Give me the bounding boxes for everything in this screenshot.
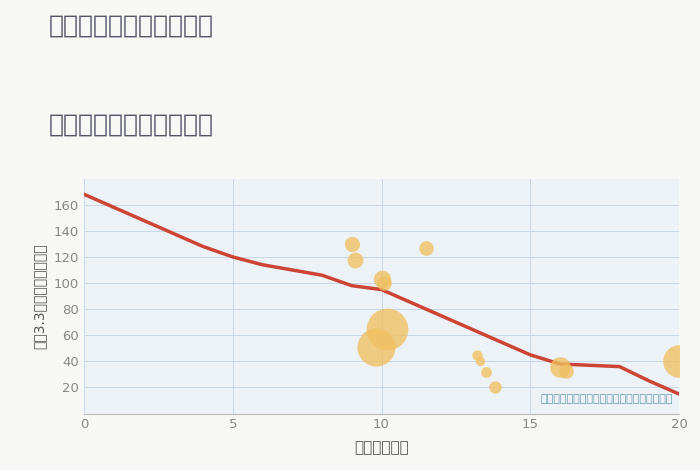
Point (376, 275, 387, 283)
Point (346, 240, 357, 248)
Point (382, 325, 393, 332)
Text: 円の大きさは、取引のあった物件面積を示す: 円の大きさは、取引のあった物件面積を示す (540, 394, 673, 404)
Point (489, 384, 500, 391)
X-axis label: 駅距離（分）: 駅距離（分） (354, 440, 409, 455)
Point (554, 363, 566, 370)
Text: 駅距離別中古戸建て価格: 駅距離別中古戸建て価格 (49, 113, 214, 137)
Point (673, 358, 685, 365)
Point (480, 368, 491, 376)
Text: 奈良県生駒市軽井沢町の: 奈良県生駒市軽井沢町の (49, 14, 214, 38)
Point (370, 343, 381, 351)
Point (561, 367, 572, 374)
Point (379, 279, 390, 287)
Point (349, 256, 360, 263)
Point (421, 244, 432, 251)
Y-axis label: 坪（3.3㎡）単価（万円）: 坪（3.3㎡）単価（万円） (33, 243, 47, 349)
Point (471, 351, 482, 359)
Point (474, 358, 485, 365)
